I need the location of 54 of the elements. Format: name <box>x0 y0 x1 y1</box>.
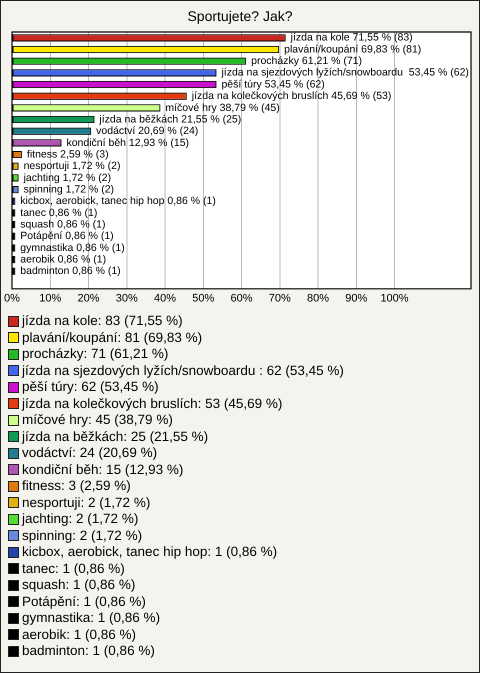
data-label: kicbox, aerobick, tanec hip hop 0,86 % (1) <box>20 195 216 208</box>
data-label: míčové hry 38,79 % (45) <box>165 102 280 114</box>
data-label: vodáctví 20,69 % (24) <box>96 125 198 138</box>
legend-label: kondiční běh: 15 (12,93 %) <box>22 462 184 478</box>
data-label: plavání/koupání 69,83 % (81) <box>284 43 422 56</box>
data-label: badminton 0,86 % (1) <box>20 265 121 278</box>
data-label: fitness 2,59 % (3) <box>26 148 109 160</box>
data-label: jachting 1,72 % (2) <box>22 172 112 184</box>
data-label: spinning 1,72 % (2) <box>24 183 114 196</box>
x-tick-label: 90% <box>345 292 368 304</box>
data-label: jízda na kole 71,55 % (83) <box>290 32 413 44</box>
x-tick-label: 0% <box>4 292 20 304</box>
data-label: gymnastika 0,86 % (1) <box>20 242 125 254</box>
legend-label: jízda na kole: 83 (71,55 %) <box>22 313 183 330</box>
legend-label: nesportuji: 2 (1,72 %) <box>22 494 150 511</box>
legend-label: tanec: 1 (0,86 %) <box>22 560 125 577</box>
legend-label: jízda na kolečkových bruslích: 53 (45,69 %) <box>22 396 282 412</box>
data-label: squash 0,86 % (1) <box>20 218 106 230</box>
data-label: kondiční běh 12,93 % (15) <box>66 136 190 149</box>
data-label: jízda na sjezdových lyžích/snowboardu 53,45 % (62) <box>220 66 469 79</box>
legend-label: míčové hry: 45 (38,79 %) <box>22 412 173 428</box>
data-label: nesportuji 1,72 % (2) <box>24 160 120 172</box>
x-tick-label: 20% <box>77 292 100 304</box>
legend-label: kicbox, aerobick, tanec hip hop: 1 (0,86 %) <box>22 544 278 560</box>
x-tick-label: 100% <box>380 292 409 304</box>
x-tick-label: 60% <box>230 292 253 304</box>
x-tick-label: 40% <box>154 292 176 304</box>
legend-label: badminton: 1 (0,86 %) <box>22 643 155 660</box>
data-label: pěší túry 53,45 % (62) <box>221 78 325 90</box>
x-tick-label: 10% <box>39 292 62 304</box>
data-label: Potápění 0,86 % (1) <box>20 230 114 242</box>
data-label: jízda na kolečkových bruslích 45,69 % (53) <box>190 90 392 102</box>
data-label: procházky 61,21 % (71) <box>251 55 362 68</box>
x-tick-label: 80% <box>306 292 330 304</box>
legend-label: procházky: 71 (61,21 %) <box>22 346 168 362</box>
legend-label: Potápění: 1 (0,86 %) <box>22 594 146 610</box>
chart-title: Sportujete? Jak? <box>186 8 294 24</box>
legend-label: plavání/koupání: 81 (69,83 %) <box>22 330 202 346</box>
legend-label: jachting: 2 (1,72 %) <box>22 511 138 528</box>
legend-label: gymnastika: 1 (0,86 %) <box>22 610 160 626</box>
x-tick-label: 70% <box>268 292 291 304</box>
legend-label: vodáctví: 24 (20,69 %) <box>22 445 158 462</box>
legend-label: jízda na sjezdových lyžích/snowboardu : 62 (53,45 %) <box>22 362 344 379</box>
data-label: jízda na běžkách 21,55 % (25) <box>98 113 242 126</box>
legend-label: spinning: 2 (1,72 %) <box>22 528 142 544</box>
data-label: aerobik 0,86 % (1) <box>20 254 106 266</box>
x-tick-label: 30% <box>116 292 138 304</box>
legend-label: pěší túry: 62 (53,45 %) <box>22 379 159 396</box>
legend-label: jízda na běžkách: 25 (21,55 %) <box>22 428 208 445</box>
legend-label: aerobik: 1 (0,86 %) <box>22 626 136 643</box>
x-tick-label: 50% <box>192 292 214 304</box>
data-label: tanec 0,86 % (1) <box>20 206 98 219</box>
legend-label: fitness: 3 (2,59 %) <box>22 478 131 494</box>
legend-label: squash: 1 (0,86 %) <box>22 577 136 594</box>
